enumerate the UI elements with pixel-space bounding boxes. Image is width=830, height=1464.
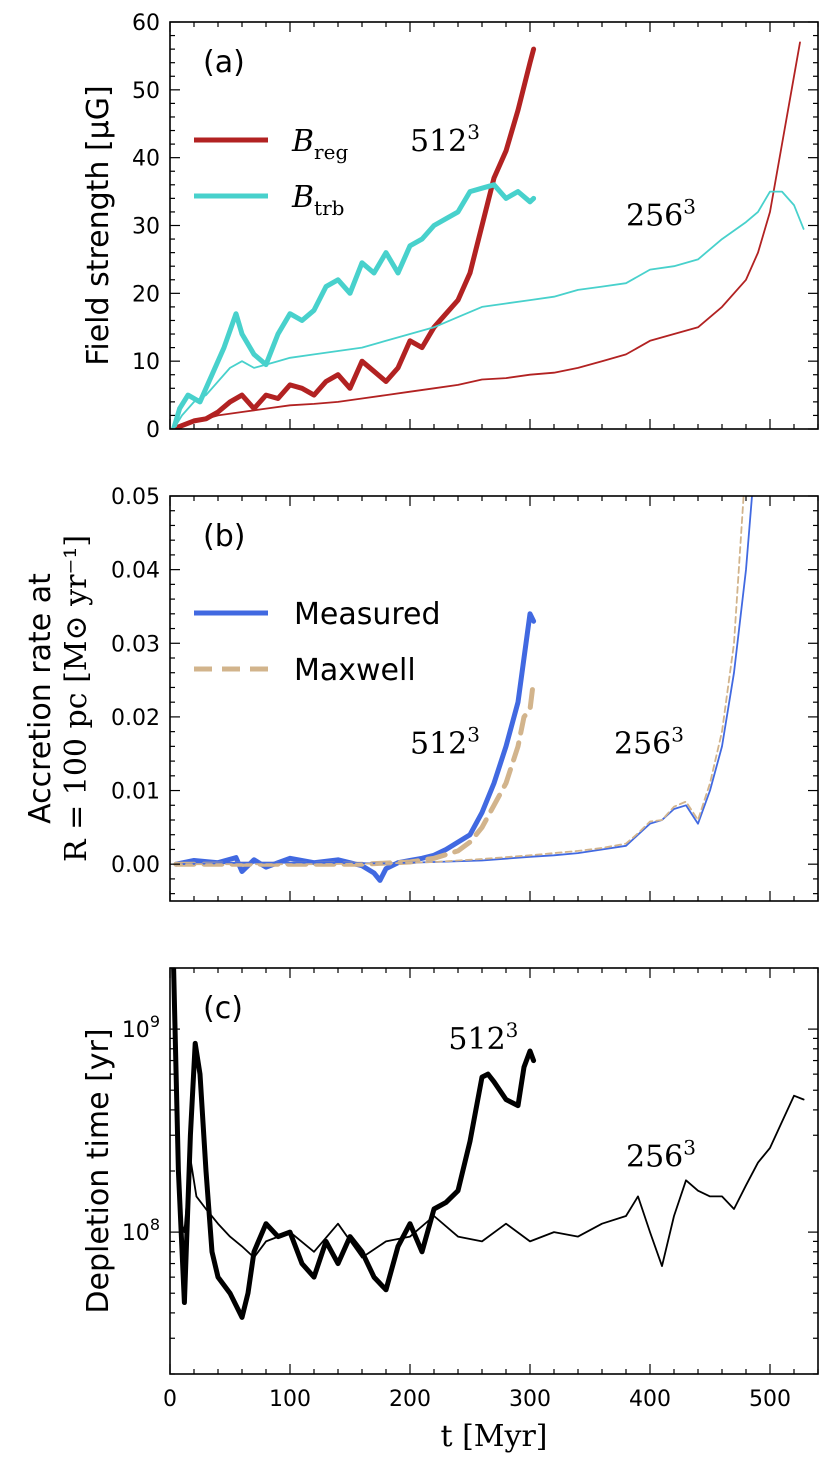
x-tick-label-c: 100: [269, 1387, 311, 1412]
y-axis-label-c: Depletion time [yr]: [81, 1028, 116, 1313]
y-tick-label-b: 0.03: [111, 632, 160, 657]
y-axis-label-b-line1: Accretion rate at: [23, 573, 58, 824]
series-group-a: [171, 41, 805, 429]
series-line-a-1: [171, 182, 537, 429]
legend-label-b-1: Maxwell: [294, 653, 416, 688]
panel-a: 0 10 20 30 40 50 60 Field strength [μG] (a) 5123 2…: [81, 11, 819, 443]
x-tick-label-c: 300: [509, 1387, 551, 1412]
series-line-c-0: [171, 968, 537, 1320]
axes-frame-b: [169, 495, 819, 902]
series-line-a-0: [171, 46, 537, 429]
x-tick-label-c: 200: [389, 1387, 431, 1412]
series-line-a-3: [172, 190, 805, 429]
series-line-b-1: [173, 677, 537, 867]
y-tick-label-a: 40: [132, 147, 160, 172]
series-line-b-3: [175, 496, 745, 866]
y-axis-label-b-line2: R = 100 pc [M⊙ yr⁻¹]: [59, 535, 94, 862]
panel-label-b: (b): [203, 519, 245, 554]
axes-frame-a: [169, 21, 819, 430]
y-tick-label-a: 20: [132, 282, 160, 307]
annotation-c-1: 2563: [626, 1136, 696, 1175]
annotation-b-1: 2563: [614, 723, 684, 762]
panel-b: 0.00 0.01 0.02 0.03 0.04 0.05 Accretion rate a…: [23, 485, 819, 902]
y-tick-label-b: 0.05: [111, 485, 160, 510]
x-tick-label-c: 500: [749, 1387, 791, 1412]
y-tick-label-b: 0.00: [111, 853, 160, 878]
y-tick-label-a: 60: [132, 11, 160, 36]
y-tick-label-b: 0.01: [111, 780, 160, 805]
y-tick-label-a: 30: [132, 215, 160, 240]
annotation-a-0: 5123: [410, 120, 480, 159]
x-tick-label-c: 400: [629, 1387, 671, 1412]
y-tick-label-b: 0.02: [111, 706, 160, 731]
series-line-a-2: [172, 41, 801, 429]
series-group-b: [173, 496, 753, 883]
series-line-b-2: [175, 496, 753, 866]
y-tick-label-c: 108: [122, 1215, 160, 1246]
series-group-c: [171, 968, 805, 1320]
panel-label-a: (a): [203, 45, 245, 80]
panel-label-c: (c): [203, 991, 243, 1026]
annotation-c-0: 5123: [448, 1018, 518, 1057]
legend-label-b-0: Measured: [294, 597, 441, 632]
annotation-b-0: 5123: [410, 723, 480, 762]
x-axis-label: t [Myr]: [440, 1419, 547, 1454]
legend-label-a-1: Btrb: [291, 180, 344, 220]
annotation-a-1: 2563: [626, 195, 696, 234]
legend-b: Measured Maxwell: [194, 597, 441, 688]
y-axis-label-a: Field strength [μG]: [81, 85, 116, 365]
y-tick-label-a: 50: [132, 79, 160, 104]
y-tick-label-a: 0: [146, 418, 160, 443]
x-tick-label-c: 0: [163, 1387, 177, 1412]
series-line-c-1: [172, 968, 805, 1267]
y-tick-label-b: 0.04: [111, 559, 160, 584]
y-tick-label-c: 109: [122, 1012, 160, 1043]
panel-c: 108 109 0 100 200 300 400 500 t [Myr] Depletion t…: [81, 967, 819, 1454]
legend-a: Breg Btrb: [194, 124, 348, 220]
y-tick-label-a: 10: [132, 350, 160, 375]
legend-label-a-0: Breg: [291, 124, 348, 164]
